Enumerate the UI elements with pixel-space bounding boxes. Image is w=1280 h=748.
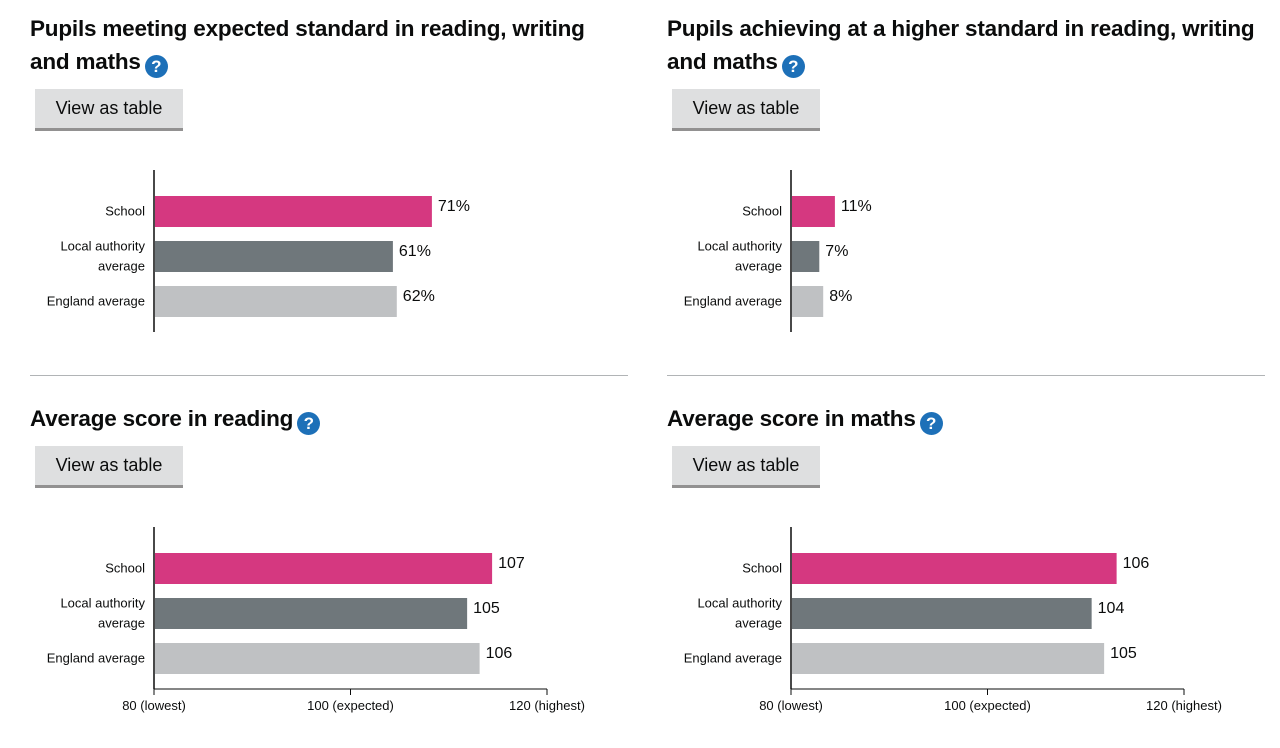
category-label: School: [742, 561, 782, 576]
value-label: 61%: [399, 243, 431, 260]
help-icon[interactable]: ?: [144, 55, 168, 78]
value-label: 8%: [829, 288, 852, 305]
bar-chart: 106 School 104 Local authority average 105 Eng…: [684, 527, 1222, 713]
category-label: England average: [684, 651, 782, 666]
chart-title: Pupils meeting expected standard in read…: [30, 12, 620, 78]
value-label: 11%: [841, 198, 872, 215]
value-label: 62%: [403, 288, 435, 305]
value-label: 105: [1110, 645, 1137, 662]
chart-title: Pupils achieving at a higher standard in…: [667, 12, 1257, 78]
view-as-table-button[interactable]: View as table: [35, 446, 183, 488]
category-label: Local authority: [60, 239, 145, 254]
category-label: average: [735, 616, 782, 631]
category-label: England average: [684, 294, 782, 309]
view-as-table-button[interactable]: View as table: [35, 89, 183, 131]
value-label: 71%: [438, 198, 470, 215]
bar-england: [792, 643, 1105, 674]
category-label: Local authority: [697, 239, 782, 254]
category-label: average: [98, 616, 145, 631]
value-label: 105: [473, 600, 500, 617]
value-label: 7%: [825, 243, 848, 260]
value-label: 104: [1098, 600, 1125, 617]
category-label: average: [735, 259, 782, 274]
bar-local: [792, 598, 1092, 629]
value-label: 107: [498, 555, 525, 572]
help-icon[interactable]: ?: [297, 412, 321, 435]
section-divider: [30, 375, 628, 376]
category-label: School: [105, 561, 145, 576]
chart-title-text: Average score in maths: [667, 406, 916, 431]
bar-chart: 107 School 105 Local authority average 106 Eng…: [47, 527, 585, 713]
x-tick-label: 100 (expected): [307, 698, 394, 713]
x-tick-label: 80 (lowest): [759, 698, 823, 713]
chart-title: Average score in reading?: [30, 402, 620, 435]
category-label: England average: [47, 294, 145, 309]
x-tick-label: 100 (expected): [944, 698, 1031, 713]
chart-title: Average score in maths?: [667, 402, 1257, 435]
x-tick-label: 120 (highest): [509, 698, 585, 713]
bar-school: [155, 196, 432, 227]
chart-panel-higher-standard: Pupils achieving at a higher standard in…: [667, 12, 1267, 332]
bar-england: [792, 286, 824, 317]
view-as-table-button[interactable]: View as table: [672, 446, 820, 488]
bar-school: [792, 196, 835, 227]
chart-title-text: Pupils meeting expected standard in read…: [30, 16, 585, 74]
bar-england: [155, 286, 397, 317]
bar-local: [155, 598, 468, 629]
bar-chart: 11% School 7% Local authority average 8% Engla…: [684, 170, 872, 332]
category-label: England average: [47, 651, 145, 666]
help-icon[interactable]: ?: [919, 412, 943, 435]
bar-school: [155, 553, 493, 584]
chart-title-text: Average score in reading: [30, 406, 294, 431]
chart-panel-maths-score: Average score in maths? View as table 10…: [667, 402, 1267, 713]
category-label: Local authority: [60, 596, 145, 611]
help-icon[interactable]: ?: [781, 55, 805, 78]
category-label: School: [105, 204, 145, 219]
x-tick-label: 120 (highest): [1146, 698, 1222, 713]
value-label: 106: [1123, 555, 1150, 572]
bar-chart: 71% School 61% Local authority average 62% Eng…: [47, 170, 470, 332]
category-label: School: [742, 204, 782, 219]
chart-panel-reading-score: Average score in reading? View as table …: [30, 402, 630, 713]
bar-england: [155, 643, 480, 674]
category-label: Local authority: [697, 596, 782, 611]
chart-panel-expected-standard: Pupils meeting expected standard in read…: [30, 12, 630, 332]
bar-local: [792, 241, 820, 272]
section-divider: [667, 375, 1265, 376]
x-tick-label: 80 (lowest): [122, 698, 186, 713]
bar-school: [792, 553, 1117, 584]
value-label: 106: [486, 645, 513, 662]
chart-title-text: Pupils achieving at a higher standard in…: [667, 16, 1255, 74]
view-as-table-button[interactable]: View as table: [672, 89, 820, 131]
category-label: average: [98, 259, 145, 274]
bar-local: [155, 241, 393, 272]
